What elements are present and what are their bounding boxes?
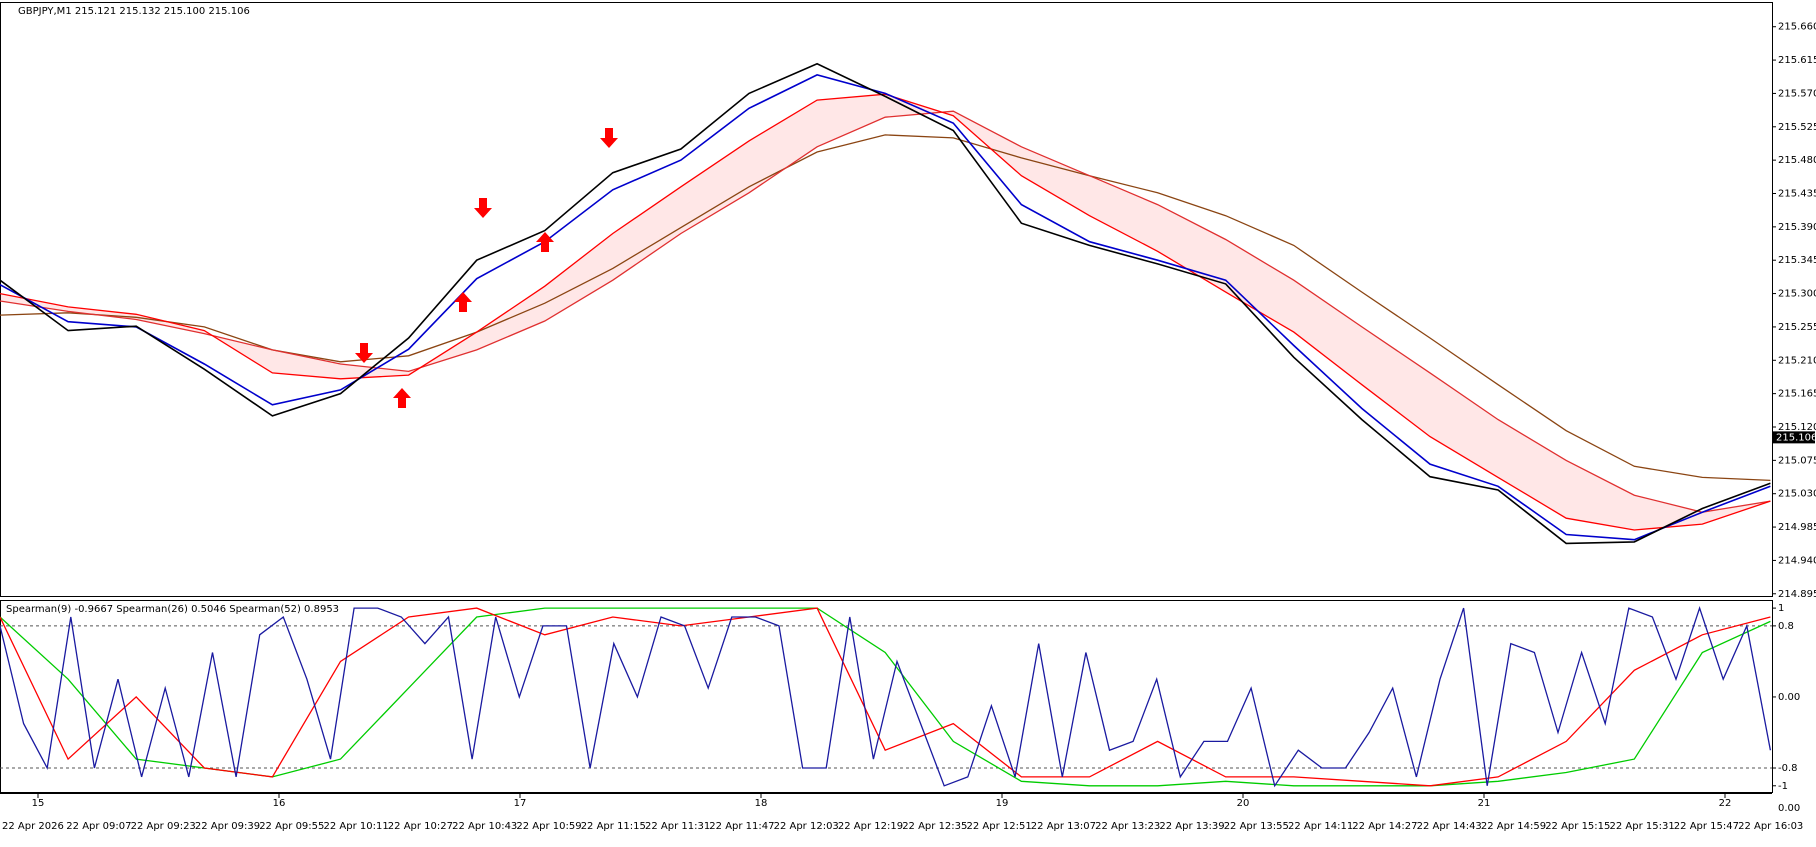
series-line xyxy=(0,74,1771,541)
time-label: 22 Apr 15:47 xyxy=(1674,821,1739,832)
y-tick-label: 215.435 xyxy=(1778,189,1816,200)
date-label: 18 xyxy=(755,798,768,809)
time-label: 22 Apr 12:19 xyxy=(838,821,903,832)
date-label: 15 xyxy=(32,798,45,809)
date-label: 22 xyxy=(1719,798,1732,809)
time-label: 22 Apr 10:27 xyxy=(388,821,453,832)
time-label: 22 Apr 11:31 xyxy=(645,821,710,832)
series-line xyxy=(0,62,1771,545)
date-label: 17 xyxy=(514,798,527,809)
buy-arrow xyxy=(536,232,554,252)
series-line xyxy=(0,607,1771,787)
time-label: 22 Apr 15:31 xyxy=(1610,821,1675,832)
time-label: 22 Apr 14:11 xyxy=(1288,821,1353,832)
symbol-header: GBPJPY,M1 215.121 215.132 215.100 215.10… xyxy=(18,6,250,17)
time-label: 22 Apr 13:23 xyxy=(1095,821,1160,832)
y-tick-label: 1 xyxy=(1778,603,1784,614)
date-label: 20 xyxy=(1237,798,1250,809)
indicator-header: Spearman(9) -0.9667 Spearman(26) 0.5046 … xyxy=(6,604,339,615)
time-label: 22 Apr 2026 xyxy=(2,821,64,832)
time-label: 22 Apr 11:15 xyxy=(581,821,646,832)
y-tick-label: 215.345 xyxy=(1778,255,1816,266)
time-label: 22 Apr 10:11 xyxy=(324,821,389,832)
buy-arrow xyxy=(454,292,472,312)
time-label: 22 Apr 13:55 xyxy=(1224,821,1289,832)
y-tick-label: 214.895 xyxy=(1778,589,1816,600)
time-label: 22 Apr 14:27 xyxy=(1352,821,1417,832)
y-tick-label: 0.8 xyxy=(1778,621,1794,632)
y-tick-label: 215.660 xyxy=(1778,22,1816,33)
y-tick-label: 215.615 xyxy=(1778,55,1816,66)
corner-label: 0.00 xyxy=(1778,803,1800,814)
y-tick-label: 215.525 xyxy=(1778,122,1816,133)
y-tick-label: -1 xyxy=(1778,781,1788,792)
y-tick-label: 0.00 xyxy=(1778,692,1800,703)
ma-ribbon xyxy=(0,94,1771,531)
time-label: 22 Apr 14:59 xyxy=(1481,821,1546,832)
y-tick-label: 215.030 xyxy=(1778,489,1816,500)
y-tick-label: 214.940 xyxy=(1778,555,1816,566)
series-line xyxy=(0,606,1772,788)
time-label: 22 Apr 12:35 xyxy=(902,821,967,832)
time-label: 22 Apr 12:03 xyxy=(774,821,839,832)
time-label: 22 Apr 09:39 xyxy=(195,821,260,832)
y-tick-label: 214.985 xyxy=(1778,522,1816,533)
y-tick-label: 215.120 xyxy=(1778,422,1816,433)
y-tick-label: 215.075 xyxy=(1778,455,1816,466)
date-label: 16 xyxy=(273,798,286,809)
time-label: 22 Apr 09:55 xyxy=(259,821,324,832)
time-label: 22 Apr 15:15 xyxy=(1545,821,1610,832)
y-tick-label: 215.390 xyxy=(1778,222,1816,233)
series-line xyxy=(0,110,1771,513)
sell-arrow xyxy=(600,128,618,148)
series-line xyxy=(0,607,1771,787)
y-tick-label: 215.210 xyxy=(1778,355,1816,366)
time-label: 22 Apr 13:07 xyxy=(1031,821,1096,832)
price-panel xyxy=(0,2,1773,597)
time-label: 22 Apr 09:23 xyxy=(131,821,196,832)
sell-arrow xyxy=(355,343,373,363)
buy-arrow xyxy=(393,388,411,408)
time-label: 22 Apr 16:03 xyxy=(1738,821,1803,832)
time-label: 22 Apr 12:51 xyxy=(967,821,1032,832)
time-label: 22 Apr 13:39 xyxy=(1159,821,1224,832)
y-tick-label: -0.8 xyxy=(1778,763,1798,774)
time-label: 22 Apr 14:43 xyxy=(1417,821,1482,832)
time-label: 22 Apr 10:43 xyxy=(452,821,517,832)
time-label: 22 Apr 11:47 xyxy=(709,821,774,832)
y-tick-label: 215.480 xyxy=(1778,155,1816,166)
series-line xyxy=(0,134,1771,482)
y-tick-label: 215.255 xyxy=(1778,322,1816,333)
date-label: 21 xyxy=(1478,798,1491,809)
time-label: 22 Apr 10:59 xyxy=(516,821,581,832)
sell-arrow xyxy=(474,198,492,218)
y-tick-label: 215.165 xyxy=(1778,389,1816,400)
price-label: 215.106 xyxy=(1776,432,1816,443)
price-label-box xyxy=(1773,431,1815,444)
date-label: 19 xyxy=(996,798,1009,809)
y-tick-label: 215.570 xyxy=(1778,88,1816,99)
y-tick-label: 215.300 xyxy=(1778,289,1816,300)
time-label: 22 Apr 09:07 xyxy=(66,821,131,832)
